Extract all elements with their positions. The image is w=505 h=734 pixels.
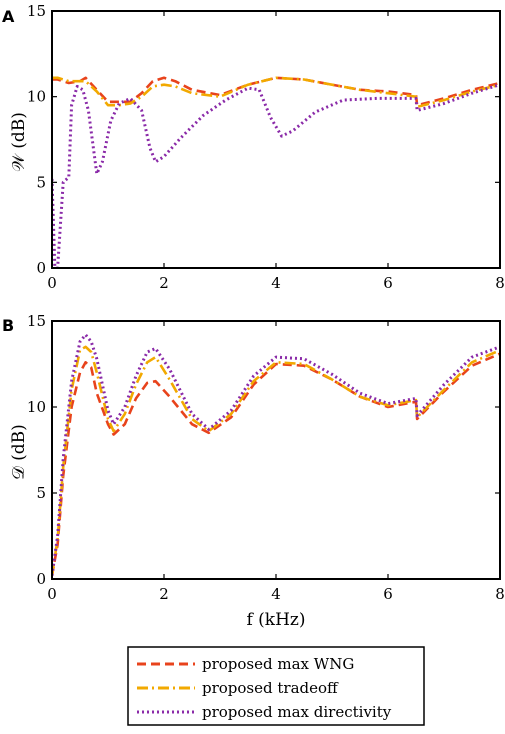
panel-b-letter: B	[2, 316, 14, 335]
panel-b-xlabel: f (kHz)	[246, 610, 305, 630]
plot-frame	[51, 320, 501, 580]
x-tick-label: 6	[383, 274, 393, 292]
series-line-proposed-tradeoff	[52, 76, 500, 109]
series-line-proposed-tradeoff	[52, 345, 500, 576]
legend: proposed max WNG proposed tradeoff propo…	[127, 646, 425, 726]
series-group	[52, 333, 500, 576]
legend-label-max-directivity: proposed max directivity	[202, 703, 392, 721]
y-tick-label: 15	[27, 2, 46, 20]
x-tick-label: 4	[271, 274, 281, 292]
y-tick-label: 10	[27, 88, 46, 106]
x-tick-label: 2	[159, 585, 169, 603]
y-tick-label: 15	[27, 312, 46, 330]
panel-a-ylabel: 𝒲 (dB)	[9, 112, 29, 172]
y-tick-label: 5	[36, 173, 46, 191]
series-line-proposed-max-WNG	[52, 352, 500, 576]
x-tick-label: 0	[47, 274, 57, 292]
x-tick-label: 4	[271, 585, 281, 603]
x-tick-label: 0	[47, 585, 57, 603]
panel-b-plot: 0 2 4 6 8 0 5 10 15	[27, 312, 505, 603]
series-line-proposed-max-directivity	[52, 83, 500, 268]
x-tick-label: 6	[383, 585, 393, 603]
y-tick-label: 5	[36, 484, 46, 502]
plot-frame	[51, 10, 501, 269]
panel-b: B 0 2 4 6 8 0 5 10 15 𝒟 (dB) f (kHz)	[2, 312, 505, 630]
panel-a-letter: A	[2, 7, 15, 26]
y-tick-label: 0	[36, 570, 46, 588]
panel-a-plot: 0 2 4 6 8 0 5 10 15	[27, 2, 505, 292]
series-group	[52, 76, 500, 268]
y-tick-label: 0	[36, 259, 46, 277]
legend-label-tradeoff: proposed tradeoff	[202, 679, 339, 697]
x-tick-label: 8	[495, 585, 505, 603]
panel-b-ylabel: 𝒟 (dB)	[9, 424, 29, 480]
x-tick-label: 2	[159, 274, 169, 292]
series-line-proposed-max-WNG	[52, 76, 500, 107]
x-tick-label: 8	[495, 274, 505, 292]
panel-a: A 0 2 4 6 8 0 5 10 15 𝒲 (dB)	[2, 2, 505, 292]
legend-label-max-wng: proposed max WNG	[202, 655, 354, 673]
series-line-proposed-max-directivity	[52, 333, 500, 576]
y-tick-label: 10	[27, 398, 46, 416]
